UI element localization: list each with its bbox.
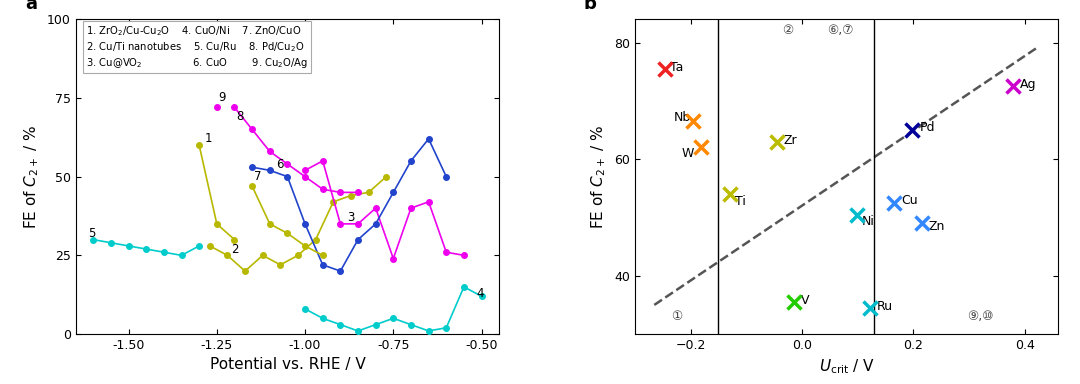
Text: Ag: Ag xyxy=(1020,78,1036,91)
Text: ①: ① xyxy=(671,310,683,323)
Text: Nb: Nb xyxy=(673,111,690,124)
Text: W: W xyxy=(681,147,694,159)
Text: Ni: Ni xyxy=(862,215,875,228)
Text: ⑨,⑩: ⑨,⑩ xyxy=(967,310,994,323)
Text: Cu: Cu xyxy=(901,194,918,207)
Text: 6: 6 xyxy=(276,157,284,170)
Text: ⑥,⑦: ⑥,⑦ xyxy=(826,24,853,37)
Text: 9: 9 xyxy=(218,91,226,104)
Text: ②: ② xyxy=(782,24,794,37)
Text: b: b xyxy=(584,0,597,13)
Text: Pd: Pd xyxy=(919,121,935,134)
Text: 2: 2 xyxy=(231,243,239,256)
Text: Zn: Zn xyxy=(929,220,945,233)
Text: 8: 8 xyxy=(237,110,243,123)
Text: 4: 4 xyxy=(476,286,484,300)
X-axis label: $U_\mathrm{crit}$ / V: $U_\mathrm{crit}$ / V xyxy=(819,358,875,376)
X-axis label: Potential vs. RHE / V: Potential vs. RHE / V xyxy=(210,358,365,372)
Y-axis label: FE of $C_{2+}$ / %: FE of $C_{2+}$ / % xyxy=(590,124,608,229)
Text: Ti: Ti xyxy=(735,195,746,208)
Text: a: a xyxy=(25,0,37,13)
Text: Zr: Zr xyxy=(784,134,797,147)
Text: 1. ZrO$_2$/Cu-Cu$_2$O    4. CuO/Ni    7. ZnO/CuO
2. Cu/Ti nanotubes    5. Cu/Ru : 1. ZrO$_2$/Cu-Cu$_2$O 4. CuO/Ni 7. ZnO/C… xyxy=(86,24,309,70)
Text: V: V xyxy=(800,294,809,307)
Text: 1: 1 xyxy=(204,132,212,146)
Text: 7: 7 xyxy=(254,170,261,183)
Y-axis label: FE of $C_{2+}$ / %: FE of $C_{2+}$ / % xyxy=(23,124,41,229)
Text: 5: 5 xyxy=(87,227,95,240)
Text: Ta: Ta xyxy=(670,61,683,74)
Text: Ru: Ru xyxy=(877,300,893,313)
Text: 3: 3 xyxy=(348,211,354,224)
